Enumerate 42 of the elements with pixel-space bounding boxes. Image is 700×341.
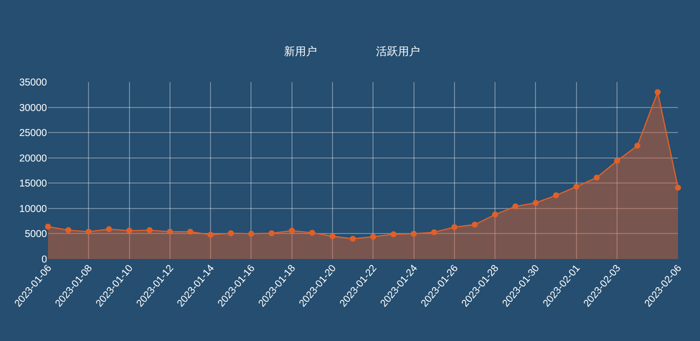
point <box>45 224 51 230</box>
point <box>553 192 560 198</box>
point <box>146 227 153 234</box>
point <box>350 236 356 242</box>
point <box>614 158 620 164</box>
point <box>166 228 173 235</box>
point <box>248 230 254 237</box>
point <box>451 224 458 230</box>
y-tick-label: 10000 <box>19 204 48 215</box>
y-tick-label: 25000 <box>19 128 48 140</box>
point <box>330 233 336 240</box>
y-tick-label: 20000 <box>19 153 48 164</box>
point <box>288 228 295 234</box>
point <box>573 184 580 190</box>
point <box>370 234 376 240</box>
point <box>594 174 600 181</box>
point <box>86 228 92 235</box>
point <box>228 230 234 236</box>
point <box>126 228 132 234</box>
y-tick-label: 5000 <box>24 229 48 240</box>
point <box>309 230 316 236</box>
y-tick-label: 0 <box>41 254 48 266</box>
point <box>634 142 640 149</box>
point <box>654 89 661 96</box>
point <box>512 203 518 210</box>
text: 活跃用户 <box>376 45 420 58</box>
point <box>472 222 478 228</box>
point <box>65 227 72 234</box>
point <box>187 228 194 235</box>
point <box>268 230 275 236</box>
point <box>410 230 417 237</box>
point <box>106 226 112 232</box>
y-tick-label: 30000 <box>19 102 48 114</box>
point <box>532 200 539 206</box>
point <box>492 212 498 218</box>
y-tick-label: 15000 <box>19 178 48 190</box>
point <box>208 232 214 238</box>
point <box>390 231 396 238</box>
y-tick-label: 35000 <box>19 78 48 88</box>
point <box>675 184 681 191</box>
text: 新用户 <box>284 45 317 58</box>
point <box>431 229 438 236</box>
